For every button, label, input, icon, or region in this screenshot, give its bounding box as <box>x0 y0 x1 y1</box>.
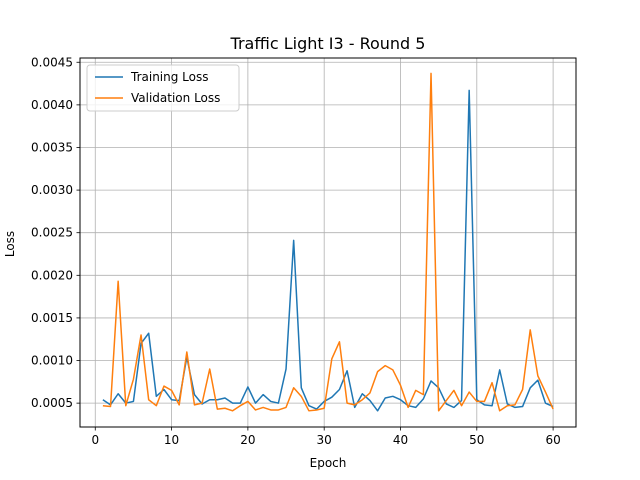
series-line-0 <box>102 89 554 412</box>
x-tick-label: 60 <box>545 433 560 447</box>
plot-frame <box>79 57 577 428</box>
y-tick-label: 0.0035 <box>31 140 73 154</box>
x-tick-label: 20 <box>240 433 255 447</box>
series-layer <box>102 72 554 412</box>
x-tick-label: 10 <box>164 433 179 447</box>
y-tick-label: 0.0020 <box>31 268 73 282</box>
y-tick-label: 0.0045 <box>31 55 73 69</box>
y-tick-label: 0.0040 <box>31 98 73 112</box>
x-axis: 0 10 20 30 40 50 60 <box>91 427 561 447</box>
x-tick-label: 50 <box>469 433 484 447</box>
x-axis-label: Epoch <box>310 456 347 470</box>
legend-label: Validation Loss <box>131 91 220 105</box>
legend-box <box>86 64 240 112</box>
y-tick-label: 0.0025 <box>31 226 73 240</box>
y-tick-label: 0.0010 <box>31 354 73 368</box>
y-axis-label: Loss <box>3 231 17 257</box>
legend: Training Loss Validation Loss <box>86 64 240 112</box>
x-tick-label: 0 <box>91 433 99 447</box>
grid <box>80 58 576 427</box>
y-tick-label: 0.0005 <box>31 396 73 410</box>
series-line-1 <box>102 72 554 412</box>
chart-title: Traffic Light I3 - Round 5 <box>230 34 426 53</box>
x-tick-label: 30 <box>317 433 332 447</box>
x-tick-label: 40 <box>393 433 408 447</box>
y-axis: 0.0005 0.0010 0.0015 0.0020 0.0025 0.0030 0.00… <box>31 55 80 410</box>
legend-label: Training Loss <box>130 70 208 84</box>
y-tick-label: 0.0015 <box>31 311 73 325</box>
y-tick-label: 0.0030 <box>31 183 73 197</box>
